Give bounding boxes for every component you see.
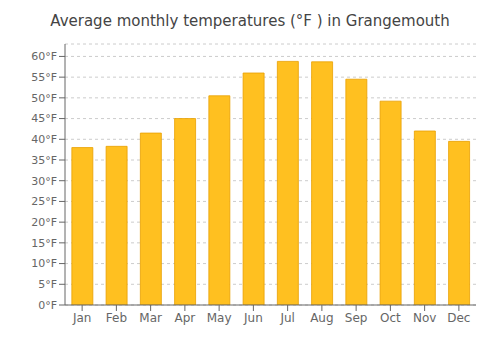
svg-text:35°F: 35°F xyxy=(31,154,57,167)
svg-text:Sep: Sep xyxy=(345,311,368,325)
svg-text:50°F: 50°F xyxy=(31,92,57,105)
svg-text:60°F: 60°F xyxy=(31,50,57,63)
svg-text:Nov: Nov xyxy=(413,311,436,325)
svg-text:10°F: 10°F xyxy=(31,257,57,270)
svg-text:5°F: 5°F xyxy=(38,278,57,291)
svg-text:40°F: 40°F xyxy=(31,133,57,146)
svg-text:20°F: 20°F xyxy=(31,216,57,229)
svg-text:Jul: Jul xyxy=(279,311,294,325)
svg-text:15°F: 15°F xyxy=(31,237,57,250)
svg-text:Oct: Oct xyxy=(380,311,401,325)
svg-text:Mar: Mar xyxy=(139,311,162,325)
svg-text:Aug: Aug xyxy=(310,311,333,325)
svg-text:30°F: 30°F xyxy=(31,175,57,188)
svg-text:Dec: Dec xyxy=(447,311,470,325)
html-text:Average monthly temperatures (: Average monthly temperatures (°F ) in Gr… xyxy=(50,12,450,30)
svg-text:Feb: Feb xyxy=(106,311,127,325)
svg-text:May: May xyxy=(207,311,232,325)
svg-text:45°F: 45°F xyxy=(31,112,57,125)
svg-text:Jan: Jan xyxy=(72,311,92,325)
svg-text:Jun: Jun xyxy=(243,311,263,325)
svg-text:25°F: 25°F xyxy=(31,195,57,208)
svg-text:Apr: Apr xyxy=(174,311,195,325)
svg-text:55°F: 55°F xyxy=(31,71,57,84)
svg-text:0°F: 0°F xyxy=(38,299,57,312)
